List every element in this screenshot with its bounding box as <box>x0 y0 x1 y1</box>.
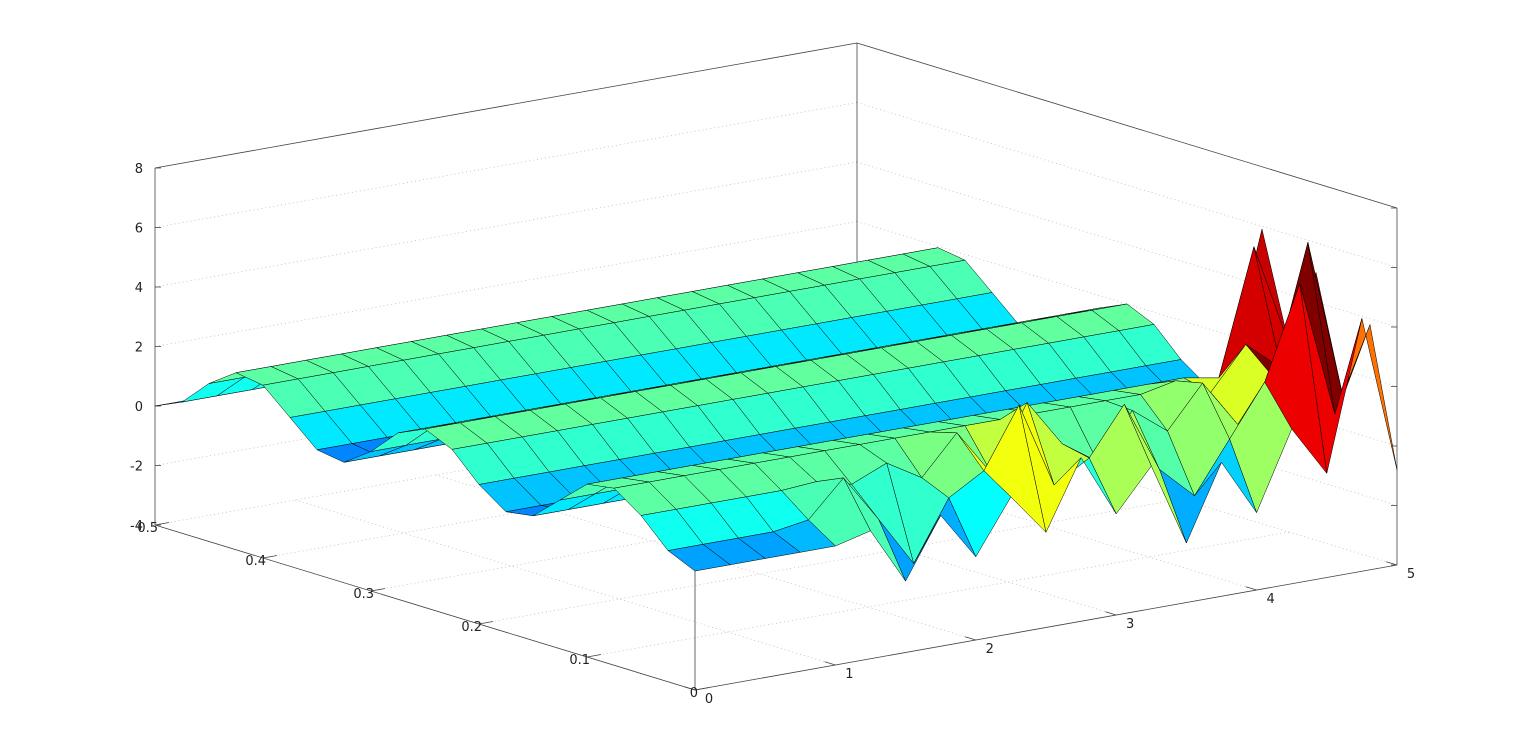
grid-line <box>586 531 1290 658</box>
y-tick <box>478 621 494 625</box>
z-tick-label: 6 <box>135 222 143 237</box>
z-tick-label: 4 <box>135 281 143 296</box>
z-tick-label: -2 <box>130 460 143 475</box>
z-tick-label: 8 <box>135 162 143 177</box>
y-tick <box>262 555 278 559</box>
y-tick <box>586 654 602 658</box>
y-tick <box>370 588 386 592</box>
x-tick <box>1105 611 1117 616</box>
x-tick-label: 5 <box>1407 567 1415 582</box>
axis-box <box>856 42 1398 209</box>
axis-box <box>154 524 696 691</box>
grid-line <box>154 221 858 347</box>
y-tick-label: 0.5 <box>137 521 158 536</box>
grid-line <box>154 161 858 288</box>
surface-facet <box>667 544 731 572</box>
x-tick-label: 0 <box>705 692 713 707</box>
y-tick-label: 0 <box>690 686 698 701</box>
x-tick-label: 1 <box>845 667 853 682</box>
y-tick <box>694 687 710 691</box>
y-tick-label: 0.2 <box>461 620 482 635</box>
x-tick <box>824 661 836 666</box>
grid-line <box>478 498 1182 625</box>
z-tick-label: 0 <box>135 400 143 415</box>
axis-box <box>694 564 1398 691</box>
x-tick <box>684 686 696 691</box>
grid-line <box>856 102 1398 268</box>
y-tick-label: 0.3 <box>353 587 374 602</box>
x-tick-label: 4 <box>1266 592 1274 607</box>
y-tick-label: 0.1 <box>569 653 590 668</box>
axis-box <box>154 42 858 169</box>
x-tick-label: 2 <box>986 642 994 657</box>
grid-line <box>154 102 858 228</box>
y-tick <box>154 522 170 526</box>
x-tick <box>1386 561 1398 566</box>
z-tick-label: 2 <box>135 341 143 356</box>
z-tick-label: -4 <box>130 519 143 534</box>
x-tick <box>1245 586 1257 591</box>
y-tick-label: 0.4 <box>245 554 266 569</box>
x-tick-label: 3 <box>1126 617 1134 632</box>
x-tick <box>964 636 976 641</box>
